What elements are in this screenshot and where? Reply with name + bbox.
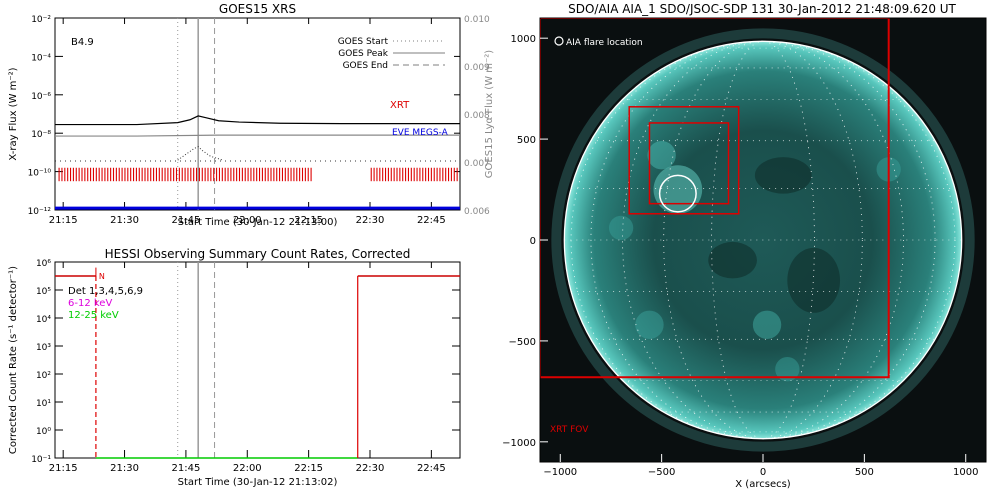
aia-active-region (775, 357, 800, 382)
aia-box-outer-box (628, 106, 740, 215)
aia-xtick-label: 1000 (953, 467, 978, 478)
aia-xtick-label: −500 (648, 467, 675, 478)
aia-longitude-line (711, 40, 815, 440)
aia-ytick-label: 1000 (511, 34, 536, 45)
goes-xlabel: Start Time (30-Jan-12 21:13:00) (178, 217, 338, 228)
goes-yright-label: 0.008 (464, 111, 490, 121)
aia-image-group (540, 18, 986, 462)
goes-yright-label: 0.007 (464, 159, 490, 169)
hessi-night-marker: N (99, 272, 105, 281)
goes-annotation-xrt: XRT (390, 100, 410, 111)
hessi-xtick-label: 22:15 (294, 463, 323, 474)
goes-series-line (55, 115, 460, 126)
aia-xtick-label: −1000 (543, 467, 577, 478)
aia-limb-circle (563, 40, 963, 440)
aia-legend-marker (554, 36, 564, 46)
hessi-xtick-label: 21:15 (49, 463, 78, 474)
goes-series-line (55, 134, 460, 137)
aia-xtick-label: 500 (855, 467, 874, 478)
goes-legend-label: GOES Peak (338, 49, 388, 59)
hessi-ytick-label: 10⁵ (36, 287, 51, 297)
goes-xtick-label: 22:00 (233, 215, 262, 226)
hessi-legend-label: 6-12 keV (68, 298, 112, 309)
goes-yright-label: 0.009 (464, 63, 490, 73)
goes-xtick-label: 21:30 (110, 215, 139, 226)
goes-xtick-label: 22:15 (294, 215, 323, 226)
aia-active-region (647, 141, 676, 170)
goes-ytick-label: 10⁻⁸ (31, 130, 51, 140)
goes-ytick-label: 10⁻¹² (28, 207, 52, 217)
aia-dark-region (754, 157, 812, 194)
hessi-title: HESSI Observing Summary Count Rates, Cor… (105, 247, 411, 261)
hessi-xtick-label: 21:45 (171, 463, 200, 474)
aia-title: SDO/AIA AIA_1 SDO/JSOC-SDP 131 30-Jan-20… (568, 2, 956, 16)
aia-xtick-label: 0 (760, 467, 766, 478)
aia-longitude-line (590, 40, 936, 440)
aia-xlabel: X (arcsecs) (735, 479, 791, 490)
goes-low-flare (177, 146, 223, 161)
aia-ytick-label: −1000 (502, 438, 536, 449)
aia-legend-label: AIA flare location (566, 38, 643, 48)
hessi-ytick-label: 10² (36, 371, 51, 381)
goes-ylabel: X-ray Flux (W m⁻²) (8, 67, 19, 160)
goes-red-tick-band (58, 167, 458, 182)
aia-flare-circle (658, 174, 697, 213)
hessi-xtick-label: 22:30 (356, 463, 385, 474)
hessi-xtick-label: 22:45 (417, 463, 446, 474)
goes-xtick-label: 22:45 (417, 215, 446, 226)
goes-plot-frame (54, 17, 461, 211)
hessi-legend-label: 12-25 keV (68, 310, 119, 321)
aia-box-xrt-fov (540, 18, 890, 379)
hessi-ytick-label: 10⁰ (36, 427, 51, 437)
aia-ytick-label: 500 (517, 135, 536, 146)
hessi-ytick-label: 10⁻¹ (31, 455, 51, 465)
hessi-legend-label: Det 1,3,4,5,6,9 (68, 286, 143, 297)
goes-annotation-eve: EVE MEGS-A (392, 128, 449, 138)
goes-xtick-label: 21:45 (171, 215, 200, 226)
goes-legend-label: GOES Start (338, 37, 389, 47)
aia-corona-glow (551, 28, 975, 452)
aia-box-inner-box (648, 122, 730, 205)
aia-fov-label: XRT FOV (550, 425, 589, 435)
hessi-xtick-label: 22:00 (233, 463, 262, 474)
aia-active-region (653, 165, 703, 214)
hessi-ytick-label: 10⁴ (36, 315, 51, 325)
aia-dark-region (708, 241, 757, 279)
goes-ytick-label: 10⁻² (31, 15, 51, 25)
hessi-ytick-label: 10³ (36, 343, 51, 353)
goes-legend-label: GOES End (343, 61, 388, 71)
goes-yright-title: GOES15 Lyα Flux (W m⁻²) (484, 50, 495, 178)
goes-title: GOES15 XRS (219, 2, 296, 16)
hessi-ylabel: Corrected Count Rate (s⁻¹ detector⁻¹) (8, 266, 19, 454)
goes-xtick-label: 22:30 (356, 215, 385, 226)
goes-xtick-label: 21:15 (49, 215, 78, 226)
aia-ytick-label: 0 (530, 236, 536, 247)
aia-active-region (608, 215, 634, 241)
aia-active-region (635, 310, 664, 339)
goes-ytick-label: 10⁻⁴ (31, 53, 51, 63)
goes-yright-label: 0.006 (464, 207, 490, 217)
goes-yright-label: 0.010 (464, 15, 490, 25)
aia-dark-region (787, 247, 841, 313)
aia-active-region (752, 310, 782, 339)
goes-class-label: B4.9 (71, 37, 94, 48)
hessi-xtick-label: 21:30 (110, 463, 139, 474)
hessi-ytick-label: 10¹ (36, 399, 51, 409)
goes-ytick-label: 10⁻⁶ (31, 92, 51, 102)
hessi-xlabel: Start Time (30-Jan-12 21:13:02) (178, 477, 338, 488)
aia-ytick-label: −500 (509, 337, 536, 348)
hessi-ytick-label: 10⁶ (36, 259, 51, 269)
goes-ytick-label: 10⁻¹⁰ (28, 169, 52, 179)
